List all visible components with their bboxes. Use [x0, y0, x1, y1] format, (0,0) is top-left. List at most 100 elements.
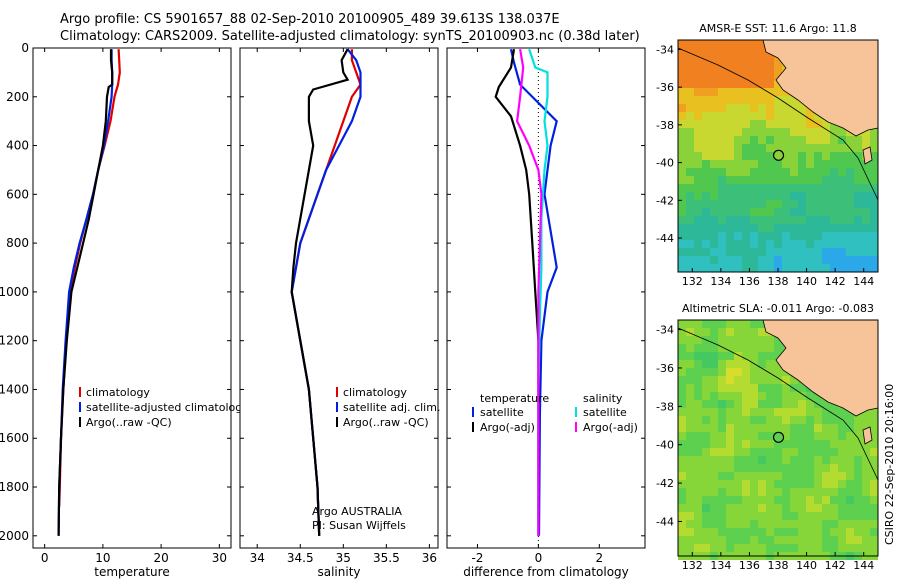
map-cell [734, 408, 742, 416]
map-cell [846, 528, 854, 536]
map-cell [758, 128, 766, 136]
map-cell [742, 360, 750, 368]
map-cell [726, 424, 734, 432]
map-cell [742, 456, 750, 464]
map-cell [814, 200, 822, 208]
map-cell [702, 184, 710, 192]
map-title: Altimetric SLA: -0.011 Argo: -0.083 [682, 302, 874, 315]
map-cell [798, 488, 806, 496]
map-cell [870, 240, 878, 248]
map-cell [846, 216, 854, 224]
map-cell [718, 64, 726, 72]
map-cell [734, 368, 742, 376]
map-cell [814, 432, 822, 440]
figure-title-line-1: Argo profile: CS 5901657_88 02-Sep-2010 … [60, 12, 560, 27]
map-cell [734, 264, 742, 272]
map-y-tick-label: -36 [656, 81, 674, 94]
map-cell [686, 208, 694, 216]
map-cell [686, 120, 694, 128]
map-cell [710, 480, 718, 488]
map-cell [750, 544, 758, 552]
map-cell [830, 448, 838, 456]
map-cell [742, 192, 750, 200]
map-cell [854, 456, 862, 464]
map-cell [734, 232, 742, 240]
map-cell [766, 56, 774, 64]
map-cell [678, 408, 686, 416]
map-cell [774, 472, 782, 480]
map-cell [694, 176, 702, 184]
map-cell [846, 504, 854, 512]
map-cell [686, 352, 694, 360]
map-cell [686, 448, 694, 456]
map-cell [846, 136, 854, 144]
map-cell [830, 544, 838, 552]
map-cell [854, 472, 862, 480]
map-cell [806, 448, 814, 456]
map-cell [798, 496, 806, 504]
map-cell [686, 472, 694, 480]
map-cell [830, 432, 838, 440]
map-cell [710, 240, 718, 248]
map-cell [686, 96, 694, 104]
map-cell [694, 168, 702, 176]
map-cell [742, 248, 750, 256]
map-cell [782, 96, 790, 104]
map-y-tick-label: -42 [656, 194, 674, 207]
map-cell [822, 520, 830, 528]
map-cell [750, 184, 758, 192]
map-cell [782, 224, 790, 232]
map-cell [782, 376, 790, 384]
map-cell [838, 128, 846, 136]
map-cell [694, 64, 702, 72]
map-cell [766, 184, 774, 192]
map-cell [686, 360, 694, 368]
map-cell [710, 144, 718, 152]
map-cell [814, 136, 822, 144]
map-cell [758, 96, 766, 104]
map-cell [854, 136, 862, 144]
series-line [515, 49, 543, 536]
map-cell [686, 408, 694, 416]
map-cell [774, 144, 782, 152]
map-cell [718, 328, 726, 336]
map-cell [678, 136, 686, 144]
map-cell [718, 424, 726, 432]
kangaroo-island [862, 426, 873, 445]
map-cell [822, 144, 830, 152]
x-tick-label: 35.5 [373, 551, 400, 565]
map-cell [686, 464, 694, 472]
map-cell [862, 544, 870, 552]
map-cell [750, 440, 758, 448]
map-cell [750, 208, 758, 216]
map-cell [718, 456, 726, 464]
map-cell [798, 184, 806, 192]
map-cell [782, 152, 790, 160]
map-cell [710, 192, 718, 200]
map-cell [742, 320, 750, 328]
map-cell [806, 216, 814, 224]
map-cell [870, 224, 878, 232]
map-cell [742, 56, 750, 64]
map-cell [726, 448, 734, 456]
map-cell [678, 520, 686, 528]
map-cell [702, 416, 710, 424]
map-cell [718, 472, 726, 480]
legend-label: satellite [583, 406, 627, 419]
map-cell [710, 200, 718, 208]
map-cell [766, 64, 774, 72]
map-cell [702, 344, 710, 352]
map-cell [766, 264, 774, 272]
map-cell [686, 384, 694, 392]
map-cell [782, 200, 790, 208]
map-cell [710, 488, 718, 496]
map-cell [734, 200, 742, 208]
map-cell [870, 520, 878, 528]
map-cell [798, 392, 806, 400]
map-cell [734, 256, 742, 264]
map-cell [718, 208, 726, 216]
map-cell [790, 104, 798, 112]
map-cell [854, 432, 862, 440]
map-cell [750, 376, 758, 384]
map-cell [838, 536, 846, 544]
